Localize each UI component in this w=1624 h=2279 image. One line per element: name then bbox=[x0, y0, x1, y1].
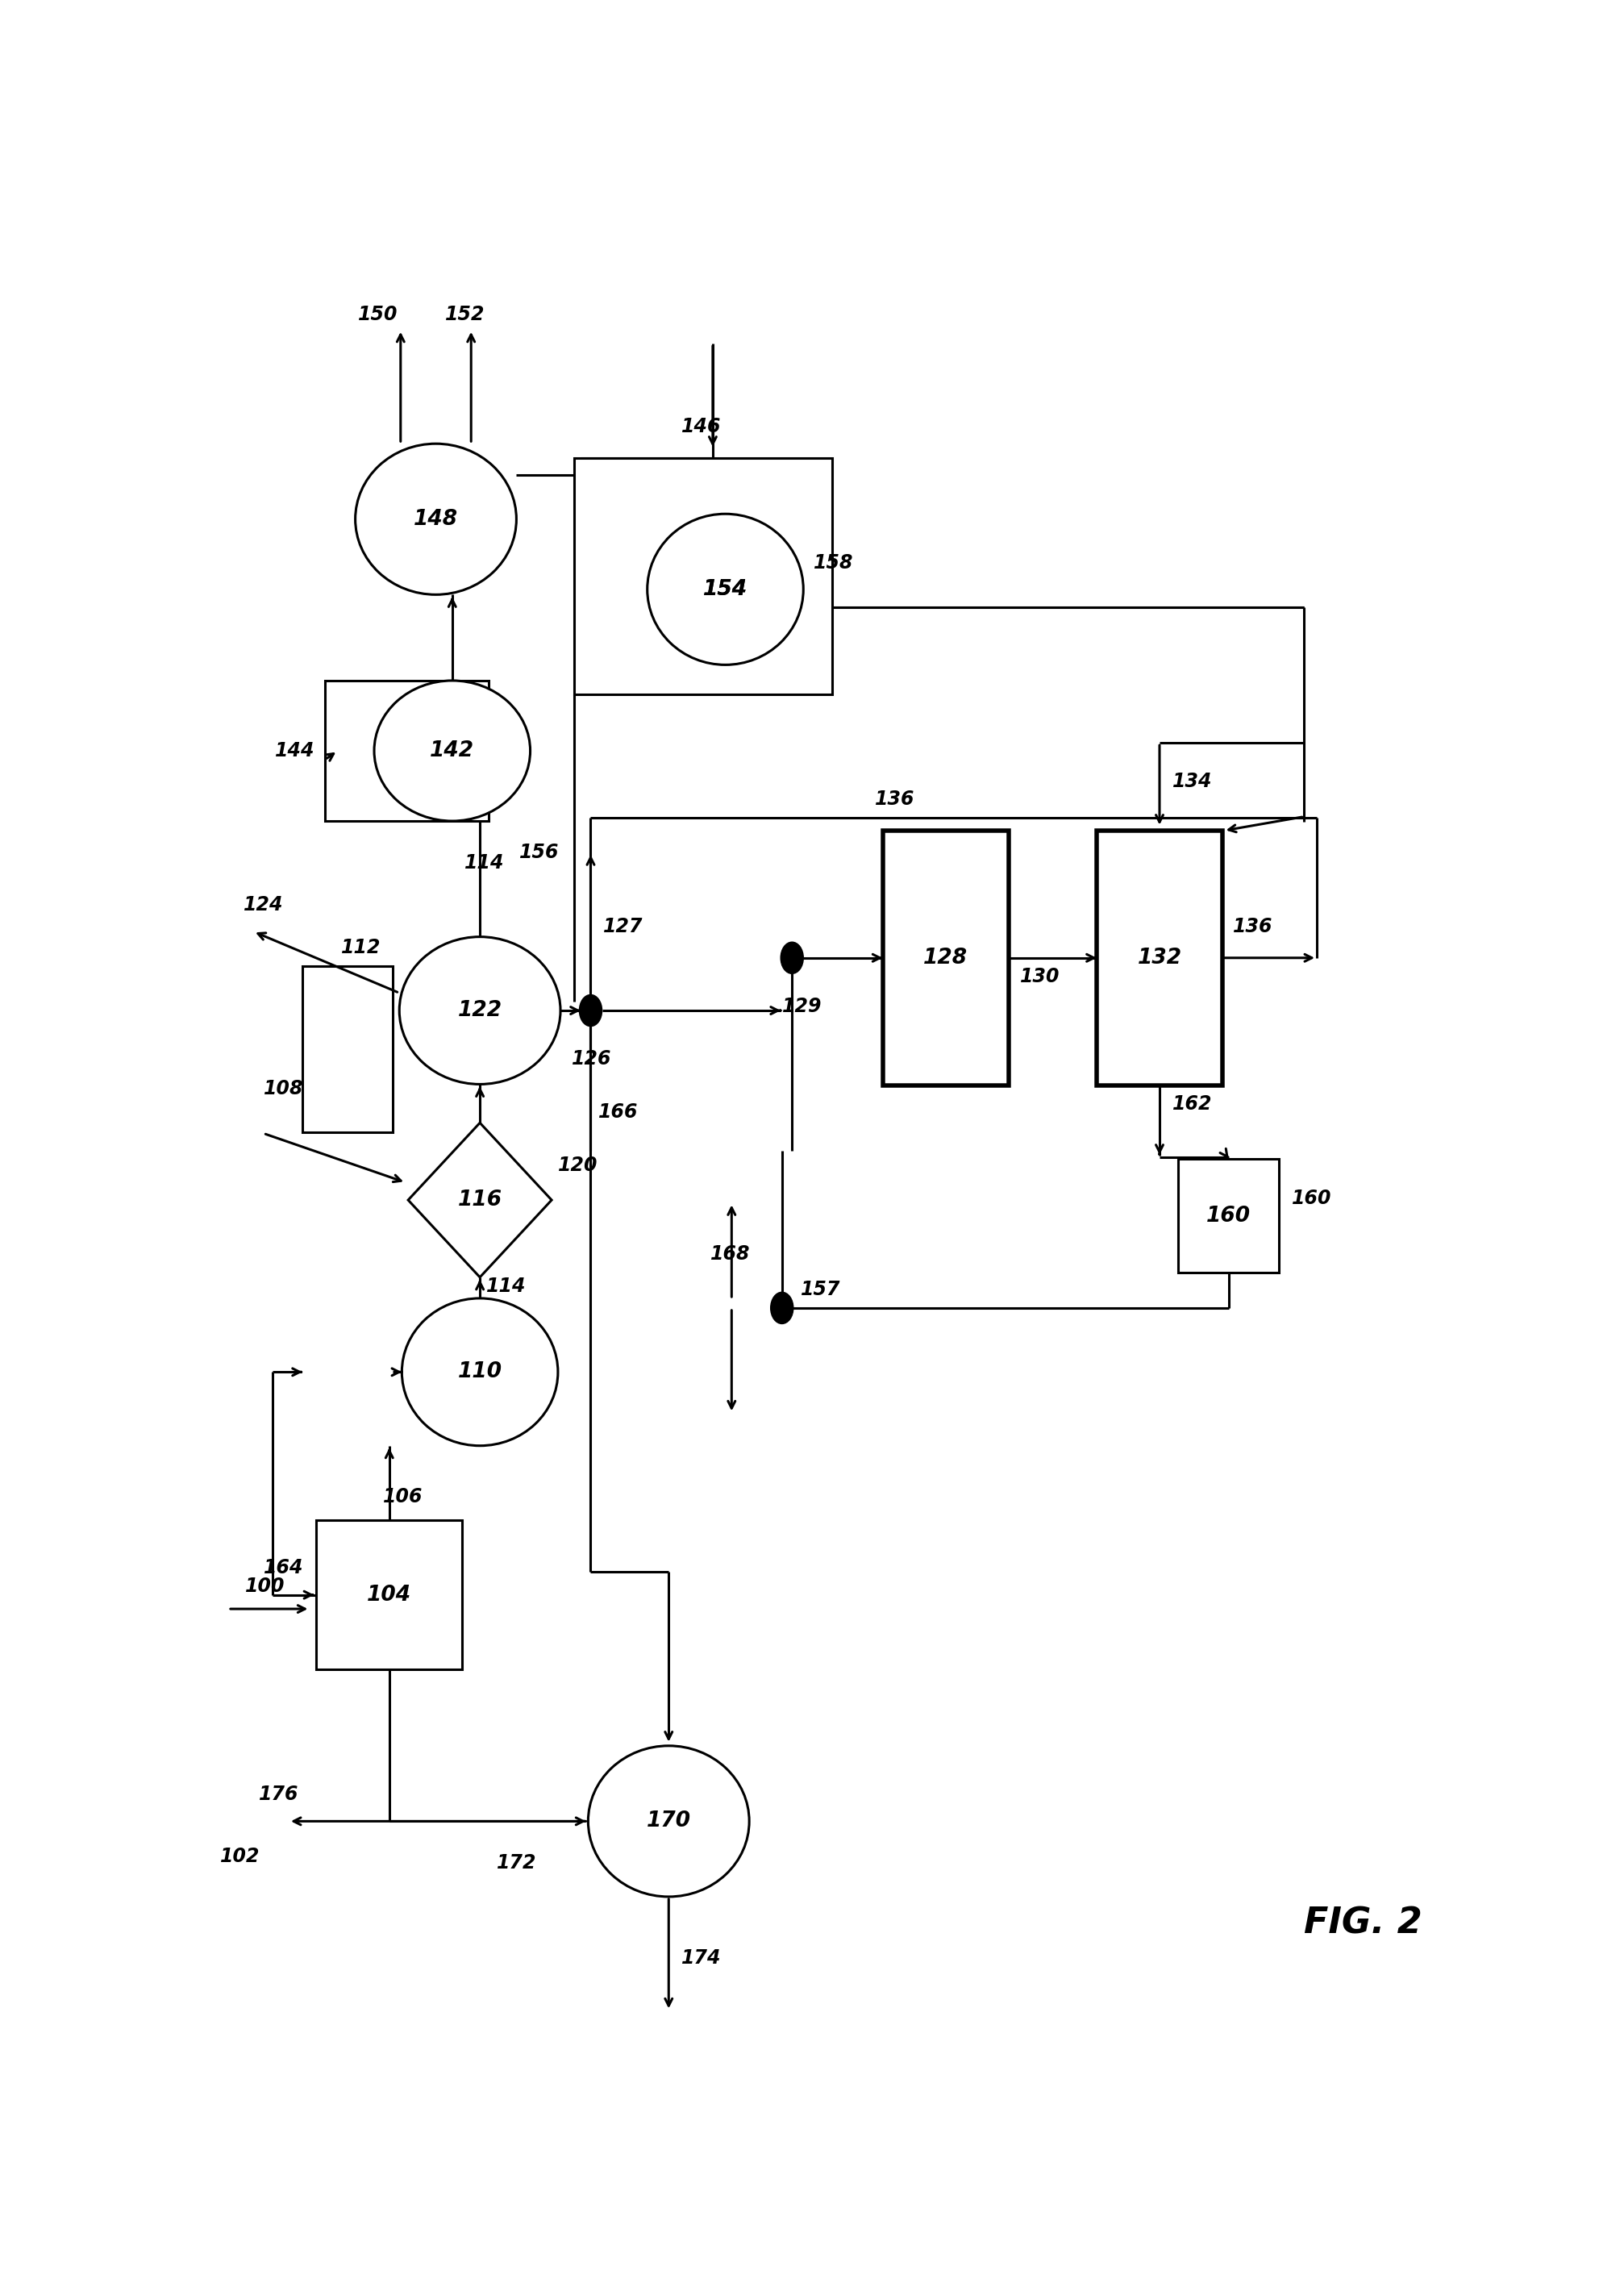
Text: 144: 144 bbox=[274, 741, 315, 761]
Text: 172: 172 bbox=[497, 1853, 536, 1871]
Ellipse shape bbox=[588, 1746, 749, 1896]
Text: 170: 170 bbox=[646, 1812, 690, 1832]
Text: 162: 162 bbox=[1173, 1094, 1212, 1114]
Text: 154: 154 bbox=[703, 579, 747, 599]
Ellipse shape bbox=[374, 681, 529, 820]
Polygon shape bbox=[408, 1124, 552, 1276]
Circle shape bbox=[781, 941, 804, 973]
Circle shape bbox=[580, 994, 603, 1026]
Text: 120: 120 bbox=[559, 1155, 598, 1174]
Text: 160: 160 bbox=[1207, 1206, 1250, 1226]
Text: 166: 166 bbox=[598, 1103, 638, 1121]
Bar bbox=[1096, 830, 1223, 1085]
Bar bbox=[302, 966, 393, 1133]
Text: 164: 164 bbox=[263, 1559, 304, 1577]
Ellipse shape bbox=[648, 513, 804, 665]
Text: 150: 150 bbox=[357, 305, 398, 324]
Text: 146: 146 bbox=[682, 417, 721, 438]
Circle shape bbox=[771, 1292, 793, 1324]
Text: 160: 160 bbox=[1291, 1190, 1332, 1208]
Text: 112: 112 bbox=[341, 937, 382, 957]
Text: 174: 174 bbox=[682, 1949, 721, 1967]
Text: 142: 142 bbox=[430, 741, 474, 761]
Text: 176: 176 bbox=[258, 1784, 299, 1803]
Text: 148: 148 bbox=[414, 508, 458, 529]
Text: 152: 152 bbox=[445, 305, 484, 324]
Text: 122: 122 bbox=[458, 1000, 502, 1021]
Text: 114: 114 bbox=[464, 852, 505, 873]
Text: 156: 156 bbox=[520, 843, 559, 861]
Text: 124: 124 bbox=[244, 896, 283, 914]
Text: 132: 132 bbox=[1137, 948, 1182, 969]
Text: 157: 157 bbox=[801, 1281, 841, 1299]
Bar bbox=[575, 458, 831, 695]
Text: 108: 108 bbox=[263, 1078, 304, 1098]
Bar bbox=[325, 681, 489, 820]
Text: 168: 168 bbox=[711, 1244, 750, 1265]
Text: 100: 100 bbox=[245, 1577, 284, 1595]
Text: 127: 127 bbox=[603, 916, 643, 937]
Text: 126: 126 bbox=[572, 1048, 612, 1069]
Ellipse shape bbox=[648, 513, 804, 665]
Text: 158: 158 bbox=[814, 554, 853, 572]
Text: 129: 129 bbox=[783, 996, 822, 1016]
Text: 130: 130 bbox=[1020, 966, 1060, 987]
Text: FIG. 2: FIG. 2 bbox=[1304, 1905, 1423, 1939]
Bar bbox=[1179, 1158, 1280, 1274]
Text: 154: 154 bbox=[703, 579, 747, 599]
Bar bbox=[883, 830, 1009, 1085]
Bar bbox=[317, 1520, 463, 1671]
Text: 104: 104 bbox=[367, 1584, 411, 1604]
Text: 110: 110 bbox=[458, 1361, 502, 1383]
Ellipse shape bbox=[401, 1299, 559, 1445]
Ellipse shape bbox=[400, 937, 560, 1085]
Text: 128: 128 bbox=[924, 948, 968, 969]
Text: 116: 116 bbox=[458, 1190, 502, 1210]
Text: 114: 114 bbox=[486, 1276, 526, 1297]
Text: 106: 106 bbox=[383, 1486, 422, 1506]
Ellipse shape bbox=[356, 444, 516, 595]
Text: 102: 102 bbox=[219, 1846, 260, 1867]
Text: 136: 136 bbox=[875, 789, 916, 809]
Text: 136: 136 bbox=[1233, 916, 1273, 937]
Text: 134: 134 bbox=[1173, 773, 1212, 791]
